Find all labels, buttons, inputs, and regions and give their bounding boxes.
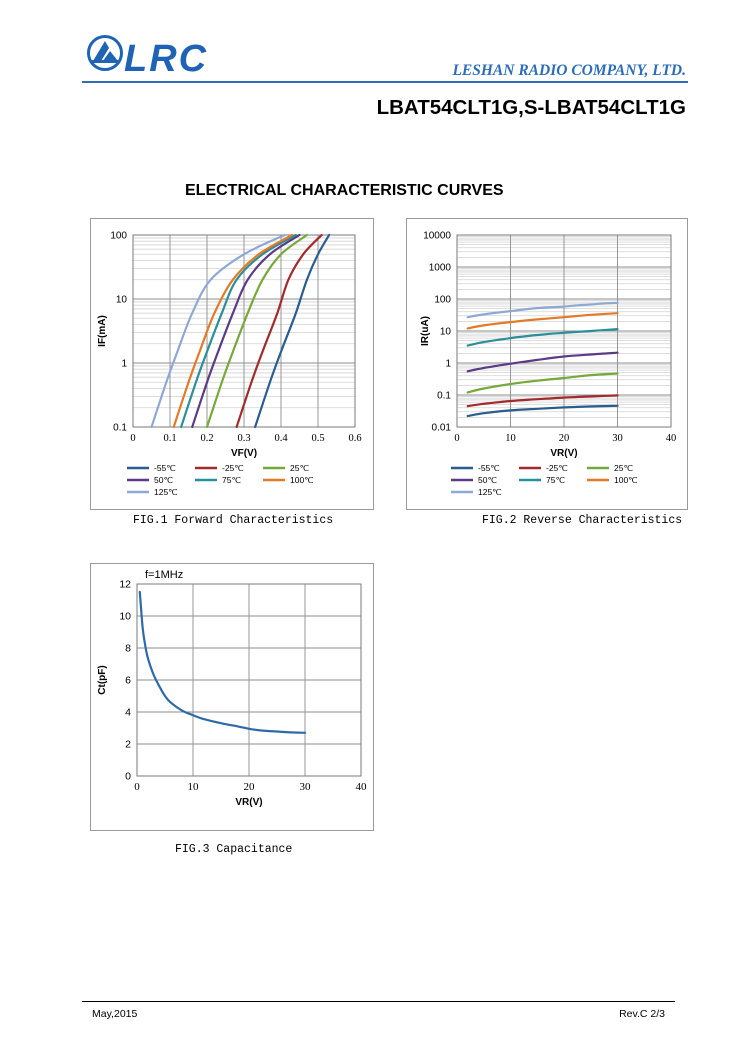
y-tick-label: 1 xyxy=(121,359,127,370)
series-line-0 xyxy=(466,404,619,418)
y-tick-label: 10000 xyxy=(423,231,451,242)
y-tick-label: 100 xyxy=(434,295,451,306)
y-axis-label: Ct(pF) xyxy=(97,665,108,694)
footer-divider xyxy=(82,1001,675,1002)
y-tick-label: 10 xyxy=(440,327,452,338)
logo-text: LRC xyxy=(124,38,209,80)
x-tick-label: 0 xyxy=(454,433,459,444)
part-number: LBAT54CLT1G,S-LBAT54CLT1G xyxy=(376,96,686,119)
series-line-2 xyxy=(466,372,619,394)
x-tick-label: 10 xyxy=(188,781,200,793)
x-tick-label: 0.5 xyxy=(311,433,324,444)
x-tick-label: 40 xyxy=(666,433,677,444)
series-line-6 xyxy=(150,233,286,429)
reverse-characteristics-chart: 0.01 0.1 1 10 100 1000 10000 0 10 20 30 40 VR(V) IR(u… xyxy=(420,231,677,498)
legend-label: 75℃ xyxy=(546,475,565,485)
legend-label: 25℃ xyxy=(290,463,309,473)
legend-label: 75℃ xyxy=(222,475,241,485)
series-line-4 xyxy=(466,328,619,347)
footer-revision: Rev.C 2/3 xyxy=(619,1008,665,1020)
legend-label: -55℃ xyxy=(154,463,176,473)
legend-label: 50℃ xyxy=(154,475,173,485)
x-tick-label: 0.2 xyxy=(200,433,213,444)
series-line-4 xyxy=(180,233,297,429)
y-tick-label: 1 xyxy=(445,359,451,370)
x-tick-label: 0 xyxy=(130,433,135,444)
legend-label: 25℃ xyxy=(614,463,633,473)
chart-box-capacitance: 0 2 4 6 8 10 12 0 10 20 30 40 VR(V) Ct(pF) f=1MHz xyxy=(90,563,374,831)
y-tick-label: 4 xyxy=(125,707,131,719)
y-tick-label: 1000 xyxy=(429,263,452,274)
series-line-0 xyxy=(138,590,307,734)
plot-area xyxy=(136,583,362,777)
chart-box-forward: 0.1 1 10 100 0 0.1 0.2 0.3 0.4 0.5 0.6 VF(V) IF(mA) -… xyxy=(90,218,374,510)
x-tick-label: 20 xyxy=(559,433,570,444)
series-line-3 xyxy=(191,233,301,429)
capacitance-chart: 0 2 4 6 8 10 12 0 10 20 30 40 VR(V) Ct(pF) f=1MHz xyxy=(97,569,368,808)
legend-label: 125℃ xyxy=(478,487,502,497)
y-axis-label: IR(uA) xyxy=(420,316,431,346)
legend-label: 100℃ xyxy=(290,475,314,485)
y-tick-label: 10 xyxy=(119,611,131,623)
header-divider xyxy=(82,81,688,83)
y-tick-label: 0.01 xyxy=(432,423,452,434)
y-tick-label: 2 xyxy=(125,739,131,751)
fig3-caption: FIG.3 Capacitance xyxy=(175,843,293,856)
x-axis-label: VR(V) xyxy=(550,448,577,459)
y-tick-label: 0 xyxy=(125,771,131,783)
plot-area xyxy=(456,234,672,428)
x-tick-label: 0.6 xyxy=(348,433,361,444)
series-line-3 xyxy=(466,351,619,373)
x-tick-label: 40 xyxy=(356,781,368,793)
y-tick-label: 0.1 xyxy=(113,423,127,434)
y-tick-label: 10 xyxy=(116,295,128,306)
frequency-annotation: f=1MHz xyxy=(145,569,183,581)
legend-label: 100℃ xyxy=(614,475,638,485)
y-tick-label: 0.1 xyxy=(437,391,451,402)
y-tick-label: 6 xyxy=(125,675,131,687)
x-axis-label: VF(V) xyxy=(231,448,257,459)
chart-box-reverse: 0.01 0.1 1 10 100 1000 10000 0 10 20 30 40 VR(V) IR(u… xyxy=(406,218,688,510)
legend-label: -55℃ xyxy=(478,463,500,473)
y-axis-label: IF(mA) xyxy=(97,315,108,347)
plot-area xyxy=(132,234,356,428)
x-tick-label: 0 xyxy=(134,781,140,793)
x-tick-label: 0.1 xyxy=(163,433,176,444)
series-line-2 xyxy=(205,233,308,429)
legend-label: -25℃ xyxy=(546,463,568,473)
fig1-caption: FIG.1 Forward Characteristics xyxy=(133,514,334,527)
x-tick-label: 0.3 xyxy=(237,433,250,444)
series-line-1 xyxy=(466,394,619,408)
lrc-logo-icon xyxy=(87,35,123,71)
y-tick-label: 12 xyxy=(119,579,131,591)
section-title: ELECTRICAL CHARACTERISTIC CURVES xyxy=(185,182,504,199)
y-tick-label: 100 xyxy=(110,231,127,242)
x-tick-label: 0.4 xyxy=(274,433,288,444)
series-line-5 xyxy=(466,312,619,330)
x-tick-label: 10 xyxy=(505,433,516,444)
series-line-1 xyxy=(235,233,323,429)
legend-label: 125℃ xyxy=(154,487,178,497)
series-line-5 xyxy=(172,233,294,429)
x-tick-label: 30 xyxy=(612,433,623,444)
y-tick-label: 8 xyxy=(125,643,131,655)
x-axis-label: VR(V) xyxy=(235,797,262,808)
series-line-0 xyxy=(254,233,331,429)
legend-label: 50℃ xyxy=(478,475,497,485)
x-tick-label: 30 xyxy=(300,781,312,793)
fig2-caption: FIG.2 Reverse Characteristics xyxy=(482,514,683,527)
legend-label: -25℃ xyxy=(222,463,244,473)
footer-date: May,2015 xyxy=(92,1008,138,1020)
series-line-6 xyxy=(466,301,619,319)
x-tick-label: 20 xyxy=(244,781,256,793)
company-name: LESHAN RADIO COMPANY, LTD. xyxy=(452,62,686,79)
